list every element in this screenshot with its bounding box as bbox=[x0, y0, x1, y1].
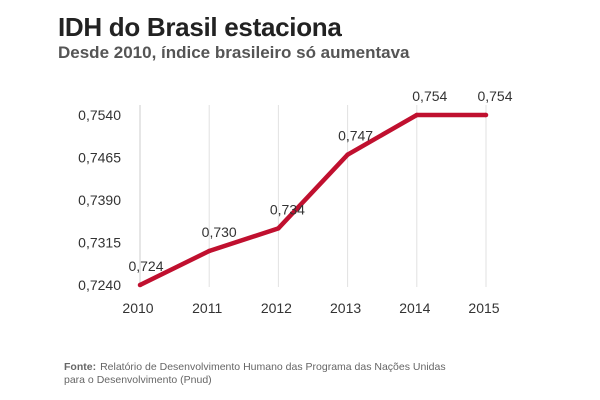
data-label: 0,754 bbox=[477, 88, 512, 104]
data-point bbox=[206, 248, 212, 254]
grid-layer bbox=[139, 105, 487, 287]
data-label: 0,734 bbox=[270, 201, 305, 217]
source-text-1: Relatório de Desenvolvimento Humano das … bbox=[100, 361, 446, 373]
x-tick-label: 2010 bbox=[122, 300, 153, 316]
data-label: 0,754 bbox=[412, 88, 447, 104]
y-tick-label: 0,7240 bbox=[78, 277, 121, 293]
x-tick-label: 2012 bbox=[261, 300, 292, 316]
x-tick-label: 2014 bbox=[399, 300, 430, 316]
source-line-1: Fonte: Relatório de Desenvolvimento Human… bbox=[64, 361, 446, 374]
chart-title: IDH do Brasil estaciona bbox=[58, 12, 342, 42]
source-text-2: para o Desenvolvimento (Pnud) bbox=[64, 374, 212, 386]
data-label: 0,747 bbox=[338, 128, 373, 144]
data-point bbox=[276, 226, 281, 231]
x-tick-label: 2015 bbox=[468, 300, 499, 316]
source-note: Fonte: Relatório de Desenvolvimento Human… bbox=[64, 361, 446, 387]
source-label: Fonte: bbox=[64, 361, 97, 373]
y-tick-label: 0,7390 bbox=[78, 192, 121, 208]
x-axis: 2010 2011 2012 2013 2014 2015 bbox=[122, 300, 499, 316]
data-point bbox=[345, 152, 350, 157]
data-point bbox=[414, 112, 420, 118]
x-tick-label: 2011 bbox=[192, 300, 222, 316]
data-label: 0,730 bbox=[202, 224, 237, 240]
data-point bbox=[137, 282, 143, 288]
series-layer bbox=[137, 112, 489, 288]
data-label: 0,724 bbox=[128, 258, 163, 274]
y-tick-label: 0,7315 bbox=[78, 235, 121, 251]
data-label-layer: 0,724 0,730 0,734 0,747 0,754 0,754 bbox=[128, 88, 512, 274]
series-line bbox=[139, 112, 486, 288]
x-tick-label: 2013 bbox=[330, 300, 361, 316]
chart-subtitle: Desde 2010, índice brasileiro só aumenta… bbox=[58, 43, 410, 62]
data-point bbox=[483, 112, 489, 118]
y-tick-label: 0,7540 bbox=[78, 107, 121, 123]
y-tick-label: 0,7465 bbox=[78, 150, 121, 166]
y-axis: 0,7240 0,7315 0,7390 0,7465 0,7540 bbox=[78, 107, 121, 293]
